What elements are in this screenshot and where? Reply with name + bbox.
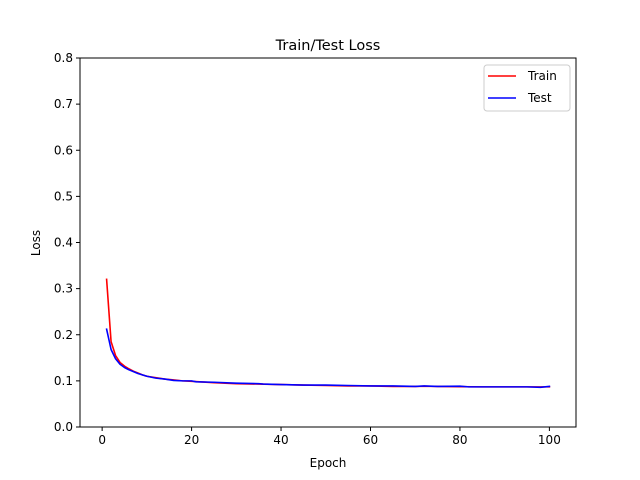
series-line-train [105, 278, 551, 388]
y-tick-label: 0.8 [54, 51, 73, 65]
x-axis-label: Epoch [310, 456, 347, 470]
axes-frame [79, 57, 577, 428]
y-tick-label: 0.0 [54, 420, 73, 434]
legend-box [483, 64, 571, 112]
x-tick-label: 60 [363, 433, 378, 447]
x-tick-label: 100 [538, 433, 561, 447]
legend-label-train: Train [527, 69, 557, 83]
y-tick-label: 0.6 [54, 143, 73, 157]
x-tick-label: 40 [273, 433, 288, 447]
y-tick-label: 0.5 [54, 189, 73, 203]
x-tick-label: 20 [184, 433, 199, 447]
y-tick-label: 0.1 [54, 374, 73, 388]
legend-label-test: Test [527, 91, 552, 105]
series-layer [105, 278, 551, 389]
series-line-test [105, 328, 551, 389]
ticks: 0 20 40 60 80 100 0.0 0.1 0.2 0.3 0.4 0.5 0.6 0.7 0.8 [54, 51, 561, 447]
y-tick-label: 0.2 [54, 328, 73, 342]
x-tick-label: 0 [98, 433, 106, 447]
axes [79, 57, 577, 428]
y-axis-label: Loss [29, 230, 43, 256]
y-tick-label: 0.4 [54, 236, 73, 250]
y-tick-label: 0.3 [54, 282, 73, 296]
y-tick-label: 0.7 [54, 97, 73, 111]
chart-title: Train/Test Loss [275, 38, 381, 54]
legend: Train Test [483, 64, 571, 112]
x-tick-label: 80 [452, 433, 467, 447]
